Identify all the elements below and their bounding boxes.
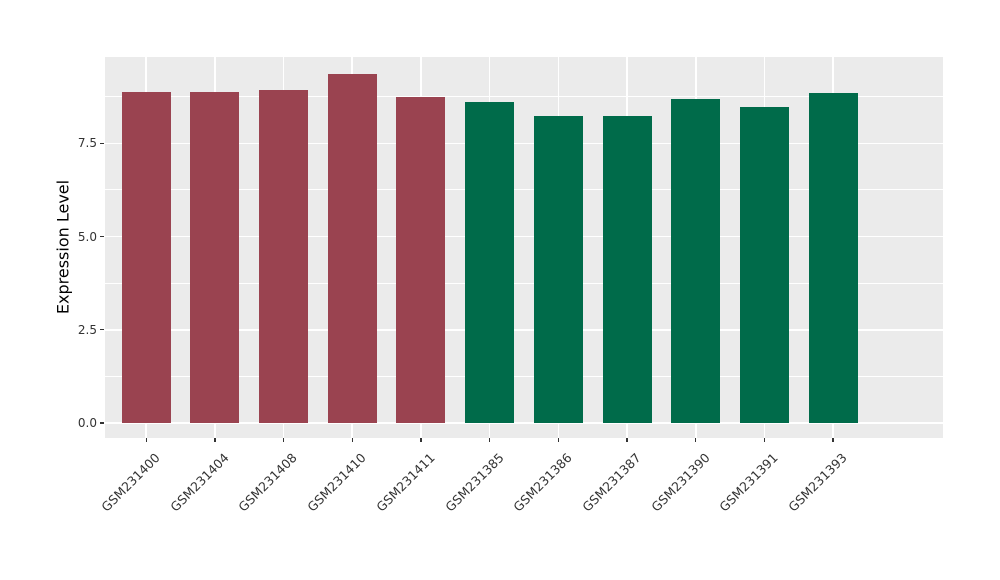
y-tick-mark (100, 142, 104, 145)
gridline-minor (105, 375, 943, 377)
x-tick-label: GSM231386 (510, 450, 575, 515)
x-tick-label: GSM231410 (304, 450, 369, 515)
bar (259, 90, 309, 423)
x-tick-mark (832, 438, 834, 442)
x-tick-mark (420, 438, 422, 442)
bar (739, 107, 789, 423)
y-tick-label: 7.5 (77, 136, 97, 151)
bar (602, 115, 652, 423)
x-tick-label: GSM231393 (785, 450, 850, 515)
x-tick-label: GSM231408 (235, 450, 301, 515)
x-tick-mark (626, 438, 628, 442)
gridline-minor (105, 282, 943, 284)
bar (396, 96, 446, 423)
x-tick-mark (488, 438, 491, 442)
y-tick-mark (100, 235, 104, 238)
x-tick-label: GSM231404 (167, 450, 232, 515)
x-tick-mark (763, 438, 766, 442)
bar (327, 73, 377, 423)
y-tick-label: 5.0 (77, 229, 97, 244)
x-tick-label: GSM231385 (441, 450, 507, 515)
gridline-major (105, 328, 943, 331)
gridline-major (105, 235, 943, 238)
plot-panel (105, 57, 943, 438)
x-tick-label: GSM231387 (579, 450, 644, 515)
bar (121, 91, 171, 423)
x-tick-label: GSM231390 (647, 450, 713, 515)
x-tick-mark (695, 438, 697, 442)
x-tick-mark (557, 438, 560, 442)
x-tick-mark (351, 438, 353, 442)
gridline-minor (105, 189, 943, 191)
y-tick-mark (100, 422, 104, 424)
y-axis-title: Expression Level (53, 179, 73, 315)
x-tick-mark (282, 438, 285, 442)
gridline-major (105, 422, 943, 424)
y-tick-label: 2.5 (77, 322, 97, 337)
x-tick-label: GSM231411 (373, 450, 438, 515)
y-tick-label: 0.0 (77, 416, 97, 430)
bar (808, 92, 858, 423)
gridline-major (105, 142, 943, 145)
x-tick-label: GSM231391 (716, 450, 782, 515)
y-tick-mark (100, 329, 104, 331)
x-tick-mark (214, 438, 216, 442)
x-tick-label: GSM231400 (98, 450, 163, 515)
gridline-minor (105, 96, 943, 98)
bar (465, 101, 515, 423)
x-tick-mark (145, 438, 147, 442)
bar (533, 115, 583, 423)
bar (190, 91, 240, 423)
bar (671, 99, 721, 423)
